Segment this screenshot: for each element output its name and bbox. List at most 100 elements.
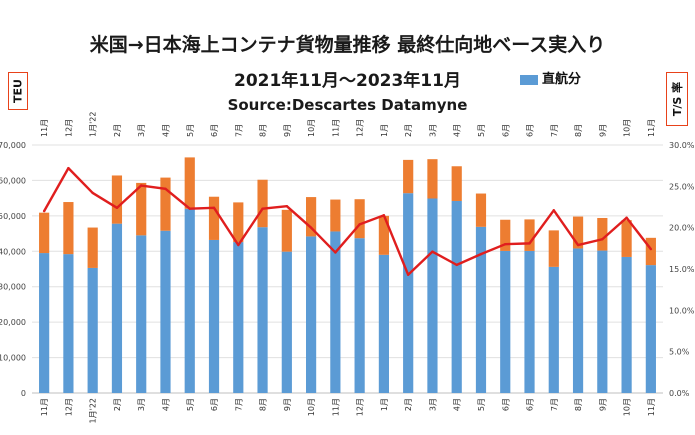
- bar-direct: [451, 200, 462, 393]
- y-axis-ticks: 0 10,000 20,000 30,000 40,000 50,000 60,000 70,…: [0, 141, 26, 398]
- ratio-point: [42, 209, 46, 213]
- bar-transship: [136, 182, 147, 236]
- ratio-point: [164, 187, 167, 191]
- ratio-point: [576, 243, 580, 247]
- x-tick-label-bottom: 5月: [186, 398, 195, 411]
- bar-transship: [281, 209, 292, 252]
- ratio-point: [261, 207, 264, 210]
- x-tick-label-top: 5月: [477, 124, 486, 137]
- bar-transship: [475, 193, 487, 227]
- ratio-point: [504, 243, 507, 246]
- x-tick-label-bottom: 3月: [428, 398, 437, 411]
- bar-transship: [378, 215, 390, 255]
- ratio-point: [91, 191, 94, 195]
- ratio-point: [285, 204, 289, 208]
- bar-transship: [39, 212, 50, 254]
- bar-transship: [330, 199, 341, 232]
- bar-transship: [597, 217, 608, 251]
- x-tick-label-bottom: 6月: [526, 398, 535, 411]
- ratio-point: [237, 243, 240, 247]
- y-tick-label: 40,000: [0, 247, 26, 256]
- bar-transship: [233, 202, 244, 243]
- bar-transship: [427, 159, 438, 199]
- x-tick-label-top: 11月: [647, 119, 656, 137]
- y-tick-label: 0: [21, 389, 26, 398]
- chart-source: Source:Descartes Datamyne: [227, 96, 468, 114]
- bar-transship: [160, 177, 171, 231]
- ratio-point: [140, 184, 143, 187]
- x-tick-label-bottom: 6月: [210, 398, 219, 411]
- bar-direct: [160, 230, 171, 393]
- x-tick-label-top: 12月: [64, 119, 73, 137]
- y2-tick-label: 15.0%: [669, 265, 695, 274]
- x-tick-label-top: 11月: [40, 119, 49, 137]
- x-tick-label-top: 9月: [283, 124, 292, 137]
- ratio-point: [358, 223, 361, 226]
- ratio-point: [601, 238, 604, 241]
- ratio-point: [188, 207, 191, 210]
- bar-direct: [354, 238, 365, 393]
- bar-transship: [87, 227, 98, 268]
- x-tick-label-top: 11月: [331, 119, 340, 137]
- bar-direct: [87, 267, 98, 393]
- ratio-line: [42, 166, 653, 276]
- ratio-point: [334, 251, 337, 254]
- bar-transship: [63, 202, 74, 255]
- x-tick-label-top: 4月: [453, 124, 462, 137]
- ratio-point: [382, 214, 386, 217]
- bar-direct: [572, 248, 584, 393]
- x-tick-label-top: 5月: [186, 124, 195, 137]
- bar-transship: [500, 219, 511, 251]
- bar-direct: [63, 254, 74, 393]
- x-tick-label-top: 3月: [428, 124, 437, 137]
- x-tick-label-bottom: 4月: [161, 398, 170, 411]
- x-tick-label-top: 1月'22: [89, 112, 98, 137]
- y-tick-label: 70,000: [0, 141, 26, 150]
- x-tick-label-bottom: 3月: [137, 398, 146, 411]
- bar-transship: [208, 196, 220, 240]
- y-tick-label: 10,000: [0, 354, 26, 363]
- x-tick-label-top: 7月: [234, 124, 243, 137]
- left-axis-unit-label: TEU: [11, 79, 25, 103]
- x-axis-bottom-labels: 11月 12月 1月'22 2月 3月 4月 5月 6月 7月 8月 9月 10月 11月 12月 1月 2月…: [40, 398, 656, 423]
- x-tick-label-top: 12月: [356, 119, 365, 137]
- ratio-point: [649, 247, 653, 251]
- x-tick-label-bottom: 6月: [501, 398, 510, 411]
- x-tick-label-top: 4月: [161, 124, 170, 137]
- left-axis-unit: TEU: [8, 72, 28, 110]
- bar-transship: [572, 216, 584, 249]
- bar-transship: [354, 199, 365, 239]
- bar-direct: [403, 193, 414, 393]
- bar-transship: [645, 237, 656, 266]
- x-tick-label-bottom: 10月: [623, 398, 632, 416]
- ratio-point: [67, 166, 70, 170]
- x-tick-label-top: 8月: [259, 124, 268, 137]
- bar-direct: [524, 250, 535, 393]
- bar-direct: [378, 254, 390, 393]
- x-tick-label-top: 1月: [380, 124, 389, 137]
- x-tick-label-bottom: 7月: [234, 398, 243, 411]
- y-tick-label: 60,000: [0, 176, 26, 185]
- bar-transship: [305, 197, 317, 237]
- legend: 直航分: [520, 68, 581, 87]
- x-tick-label-bottom: 1月'22: [89, 398, 98, 423]
- x-tick-label-bottom: 8月: [259, 398, 268, 411]
- bar-direct: [136, 235, 147, 393]
- bar-direct: [184, 208, 195, 393]
- ratio-point: [212, 206, 216, 210]
- x-tick-label-bottom: 11月: [40, 398, 49, 416]
- bar-transship: [621, 220, 632, 257]
- ratio-point: [455, 263, 458, 267]
- x-tick-label-bottom: 10月: [307, 398, 316, 416]
- bar-direct: [330, 231, 341, 393]
- x-tick-label-bottom: 7月: [550, 398, 559, 411]
- bar-direct: [233, 242, 244, 393]
- y-tick-label: 30,000: [0, 283, 26, 292]
- ratio-point: [309, 226, 313, 229]
- bar-direct: [111, 223, 123, 393]
- ratio-point: [625, 216, 628, 219]
- gridlines: [32, 144, 663, 394]
- y2-axis-ticks: 0.0% 5.0% 10.0% 15.0% 20.0% 25.0% 30.0%: [669, 141, 695, 398]
- x-tick-label-bottom: 11月: [331, 398, 340, 416]
- bars: [39, 157, 656, 393]
